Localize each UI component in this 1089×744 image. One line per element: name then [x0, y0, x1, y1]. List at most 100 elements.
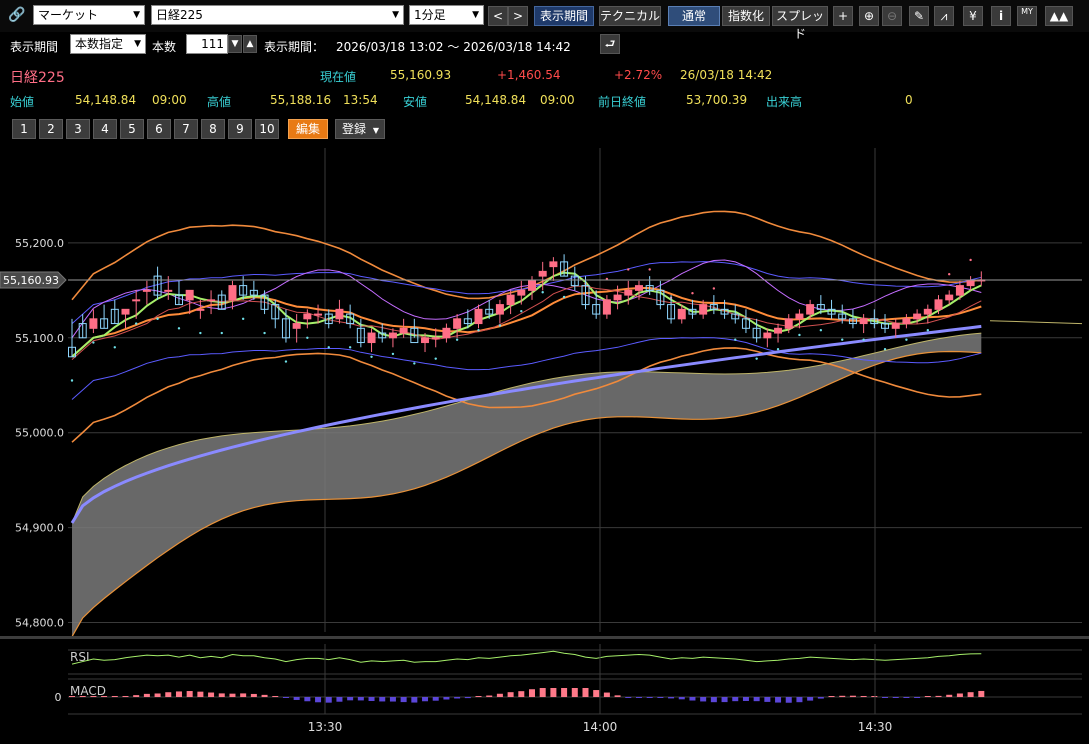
next-button[interactable]: > [508, 6, 528, 26]
spread-button[interactable]: スプレッド [772, 6, 828, 41]
count-input[interactable]: 111 [186, 34, 228, 54]
market-select[interactable]: マーケット ▼ [33, 5, 145, 25]
count-up-icon[interactable]: ▲ [243, 35, 257, 53]
macd-bar [69, 696, 75, 697]
candle-body [667, 304, 676, 320]
candle-body [881, 323, 890, 329]
macd-bar [389, 697, 396, 702]
prev-button[interactable]: < [488, 6, 508, 26]
index-button[interactable]: 指数化 [722, 6, 770, 26]
symbol-select[interactable]: 日経225 ▼ [151, 5, 404, 25]
period-mode-select[interactable]: 本数指定 ▼ [70, 34, 146, 54]
macd-bar [379, 697, 386, 702]
candle-body [731, 313, 740, 320]
quote-datetime: 26/03/18 14:42 [680, 68, 773, 82]
tab-1[interactable]: 1 [12, 119, 36, 139]
parabolic-dot [92, 341, 95, 344]
tab-4[interactable]: 4 [93, 119, 117, 139]
tab-10[interactable]: 10 [255, 119, 279, 139]
macd-bar [347, 697, 354, 701]
tab-8[interactable]: 8 [201, 119, 225, 139]
macd-bar [817, 697, 824, 699]
parabolic-dot [712, 287, 716, 290]
trend-icon[interactable]: ⩘ [934, 6, 954, 26]
candle-body [763, 332, 772, 339]
macd-bar [839, 695, 846, 697]
crosshair-icon[interactable]: + [833, 6, 853, 26]
register-button[interactable]: 登録 ▼ [335, 119, 385, 139]
change-value: +1,460.54 [497, 68, 561, 82]
my-chart-icon[interactable]: MY [1017, 6, 1037, 26]
info-icon[interactable]: i [991, 6, 1011, 26]
macd-bar [593, 690, 600, 697]
moving-average-long [70, 324, 982, 524]
macd-bar [133, 695, 140, 697]
candle-body [656, 289, 665, 306]
macd-bar [710, 697, 717, 703]
link-icon[interactable]: 🔗 [8, 7, 26, 23]
tab-2[interactable]: 2 [39, 119, 63, 139]
macd-bar [432, 697, 439, 701]
parabolic-dot [498, 324, 502, 327]
parabolic-dot [948, 273, 951, 276]
parabolic-dot [434, 357, 437, 360]
yen-icon[interactable]: ¥ [963, 6, 983, 26]
macd-bar [422, 697, 429, 702]
pencil-icon[interactable]: ✎ [909, 6, 929, 26]
period-button[interactable]: 表示期間 [534, 6, 594, 26]
candle-body [485, 308, 494, 315]
candle-body [442, 327, 451, 339]
zoom-out-icon[interactable]: ⊖ [882, 6, 902, 26]
macd-bar [454, 697, 461, 699]
macd-bar [657, 697, 664, 698]
macd-bar [635, 697, 642, 698]
mountain-chart-icon[interactable]: ▲▲ [1045, 6, 1073, 26]
macd-bar [668, 697, 675, 699]
candle-body [709, 304, 718, 310]
candle-body [164, 289, 173, 292]
candle-body [239, 285, 248, 296]
interval-select[interactable]: 1分足 ▼ [409, 5, 484, 25]
macd-bar [79, 696, 86, 697]
tab-7[interactable]: 7 [174, 119, 198, 139]
macd-bar [165, 692, 172, 697]
candle-body [891, 323, 900, 329]
tab-5[interactable]: 5 [120, 119, 144, 139]
parabolic-dot [156, 317, 159, 321]
candle-body [431, 337, 440, 340]
parabolic-dot [648, 268, 651, 271]
macd-bar [443, 697, 450, 700]
candle-body [217, 294, 226, 310]
parabolic-dot [969, 258, 972, 262]
pane-separator[interactable] [0, 636, 1089, 639]
macd-bar [250, 693, 257, 697]
macd-bar [678, 697, 685, 700]
tab-6[interactable]: 6 [147, 119, 171, 139]
candle-body [720, 308, 729, 315]
candle-body [645, 285, 654, 291]
parabolic-dot [734, 338, 737, 341]
price-chart[interactable]: 55,200.0 55,100.0 55,000.0 54,900.0 54,800.0… [0, 142, 1089, 636]
count-down-icon[interactable]: ▼ [228, 35, 242, 53]
y-tick-label: 54,900.0 [15, 522, 64, 535]
candle-body [335, 308, 344, 320]
indicator-pane[interactable]: RSI MACD 0 13:30 14:00 14:30 [0, 639, 1089, 744]
return-icon[interactable]: ⮐ [600, 34, 620, 54]
candle-body [495, 304, 504, 315]
change-pct: +2.72% [614, 68, 663, 82]
zoom-in-icon[interactable]: ⊕ [859, 6, 879, 26]
parabolic-dot [883, 347, 887, 351]
normal-button[interactable]: 通常 [668, 6, 720, 26]
candle-body [185, 289, 194, 301]
high-time: 13:54 [343, 93, 378, 107]
tab-9[interactable]: 9 [228, 119, 252, 139]
macd-bar [507, 692, 514, 697]
technical-button[interactable]: テクニカル [599, 6, 661, 26]
macd-bar [336, 697, 343, 702]
macd-bar [539, 688, 546, 697]
macd-bar [325, 697, 332, 703]
open-value: 54,148.84 [75, 93, 137, 107]
my-label: MY [1021, 7, 1033, 16]
edit-button[interactable]: 編集 [288, 119, 328, 139]
tab-3[interactable]: 3 [66, 119, 90, 139]
